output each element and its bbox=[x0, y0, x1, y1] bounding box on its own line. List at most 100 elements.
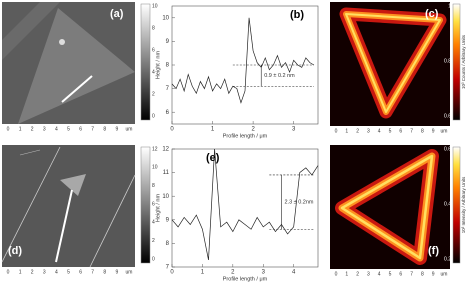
colorbar-d bbox=[140, 146, 151, 264]
y-tick-label: 9 bbox=[166, 39, 170, 45]
image-tick-label: 8 bbox=[421, 271, 424, 277]
x-tick-label: 2 bbox=[231, 270, 235, 276]
image-tick-label: um bbox=[441, 271, 448, 277]
heat-image-f bbox=[330, 145, 450, 269]
image-tick-label: 5 bbox=[389, 128, 392, 134]
colorbar-tick-label: 4 bbox=[152, 220, 155, 226]
image-tick-label: 1 bbox=[345, 128, 348, 134]
x-tick-label: 4 bbox=[292, 270, 296, 276]
image-tick-label: um bbox=[441, 128, 448, 134]
image-tick-label: 1 bbox=[19, 269, 22, 275]
image-tick-label: 0 bbox=[7, 126, 10, 132]
colorbar-tick-label: 4 bbox=[152, 69, 155, 75]
image-tick-label: 7 bbox=[410, 128, 413, 134]
image-tick-label: 2 bbox=[356, 271, 359, 277]
colorbar-tick-label: 0.2 bbox=[444, 256, 451, 262]
image-tick-label: 3 bbox=[43, 126, 46, 132]
y-tick-label: 12 bbox=[162, 147, 169, 153]
colorbar-tick-label: 8 bbox=[152, 25, 155, 31]
annotation: 0.9 ± 0.2 nm bbox=[264, 73, 295, 79]
image-tick-label: 4 bbox=[55, 269, 58, 275]
image-tick-label: 2 bbox=[31, 269, 34, 275]
image-tick-label: 9 bbox=[116, 126, 119, 132]
image-tick-label: 9 bbox=[432, 271, 435, 277]
image-tick-label: 8 bbox=[103, 126, 106, 132]
colorbar-tick-label: 0.6 bbox=[444, 146, 451, 152]
colorbar-tick-label: 0.6 bbox=[444, 113, 451, 119]
image-tick-label: 3 bbox=[43, 269, 46, 275]
image-tick-label: 8 bbox=[103, 269, 106, 275]
image-tick-label: 6 bbox=[79, 269, 82, 275]
y-tick-label: 9 bbox=[166, 217, 170, 223]
x-tick-label: 3 bbox=[262, 270, 266, 276]
image-tick-label: 7 bbox=[91, 269, 94, 275]
colorbar-tick-label: 1 bbox=[448, 3, 451, 9]
y-tick-label: 7 bbox=[166, 265, 170, 271]
annotation: 2.3 ± 0.2nm bbox=[285, 200, 314, 206]
x-tick-label: 0 bbox=[170, 270, 174, 276]
panel-label: (e) bbox=[206, 152, 220, 164]
colorbar-label: 10³ Intensity / Arbitrary Units bbox=[461, 176, 466, 233]
y-tick-label: 11 bbox=[163, 170, 170, 176]
y-tick-label: 8 bbox=[166, 63, 170, 69]
y-axis-label: Height / nm bbox=[155, 51, 161, 80]
image-tick-label: 0 bbox=[335, 128, 338, 134]
image-tick-label: 6 bbox=[399, 271, 402, 277]
image-tick-label: 4 bbox=[55, 126, 58, 132]
profile-line bbox=[171, 148, 319, 260]
image-tick-label: um bbox=[126, 269, 133, 275]
x-tick-label: 1 bbox=[201, 270, 205, 276]
colorbar-tick-label: 6 bbox=[152, 47, 155, 53]
colorbar-c bbox=[452, 3, 461, 121]
x-tick-label: 2 bbox=[251, 127, 255, 133]
colorbar-tick-label: 2 bbox=[152, 91, 155, 97]
panel-label: (b) bbox=[290, 9, 304, 21]
image-tick-label: 6 bbox=[79, 126, 82, 132]
colorbar-f bbox=[452, 146, 461, 264]
colorbar-tick-label: 8 bbox=[152, 183, 155, 189]
colorbar-tick-label: 6 bbox=[152, 201, 155, 207]
image-tick-label: 9 bbox=[432, 128, 435, 134]
image-tick-label: 5 bbox=[67, 269, 70, 275]
image-tick-label: 5 bbox=[67, 126, 70, 132]
x-axis-label: Profile length / μm bbox=[223, 276, 268, 282]
image-tick-label: um bbox=[126, 126, 133, 132]
colorbar-tick-label: 10 bbox=[152, 165, 158, 171]
panel-label: (c) bbox=[425, 8, 439, 20]
image-tick-label: 7 bbox=[410, 271, 413, 277]
panel-label: (d) bbox=[8, 245, 22, 257]
colorbar-tick-label: 0.4 bbox=[444, 201, 451, 207]
image-tick-label: 7 bbox=[91, 126, 94, 132]
y-tick-label: 10 bbox=[162, 15, 169, 21]
colorbar-tick-label: 12 bbox=[152, 146, 158, 152]
colorbar-tick-label: 0 bbox=[152, 113, 155, 119]
image-tick-label: 8 bbox=[421, 128, 424, 134]
image-tick-label: 0 bbox=[7, 269, 10, 275]
x-axis-label: Profile length / μm bbox=[223, 133, 268, 139]
afm-image-a bbox=[2, 2, 135, 124]
colorbar-tick-label: 0.8 bbox=[444, 58, 451, 64]
y-tick-label: 8 bbox=[166, 241, 170, 247]
panel-label: (f) bbox=[428, 245, 439, 257]
image-tick-label: 2 bbox=[356, 128, 359, 134]
image-tick-label: 0 bbox=[335, 271, 338, 277]
image-tick-label: 4 bbox=[378, 128, 381, 134]
image-tick-label: 1 bbox=[19, 126, 22, 132]
image-tick-label: 3 bbox=[367, 128, 370, 134]
y-tick-label: 6 bbox=[166, 110, 170, 116]
panel-label: (a) bbox=[110, 8, 124, 20]
y-tick-label: 7 bbox=[166, 86, 170, 92]
image-tick-label: 9 bbox=[116, 269, 119, 275]
x-tick-label: 0 bbox=[170, 127, 174, 133]
image-tick-label: 2 bbox=[31, 126, 34, 132]
plot-frame bbox=[171, 148, 319, 268]
colorbar-tick-label: 10 bbox=[152, 3, 158, 9]
y-axis-label: Height / nm bbox=[155, 194, 161, 223]
colorbar-tick-label: 0 bbox=[152, 256, 155, 262]
x-tick-label: 1 bbox=[211, 127, 215, 133]
colorbar-a bbox=[140, 3, 151, 121]
y-tick-label: 10 bbox=[162, 194, 169, 200]
image-tick-label: 4 bbox=[378, 271, 381, 277]
afm-image-d bbox=[1, 145, 136, 268]
